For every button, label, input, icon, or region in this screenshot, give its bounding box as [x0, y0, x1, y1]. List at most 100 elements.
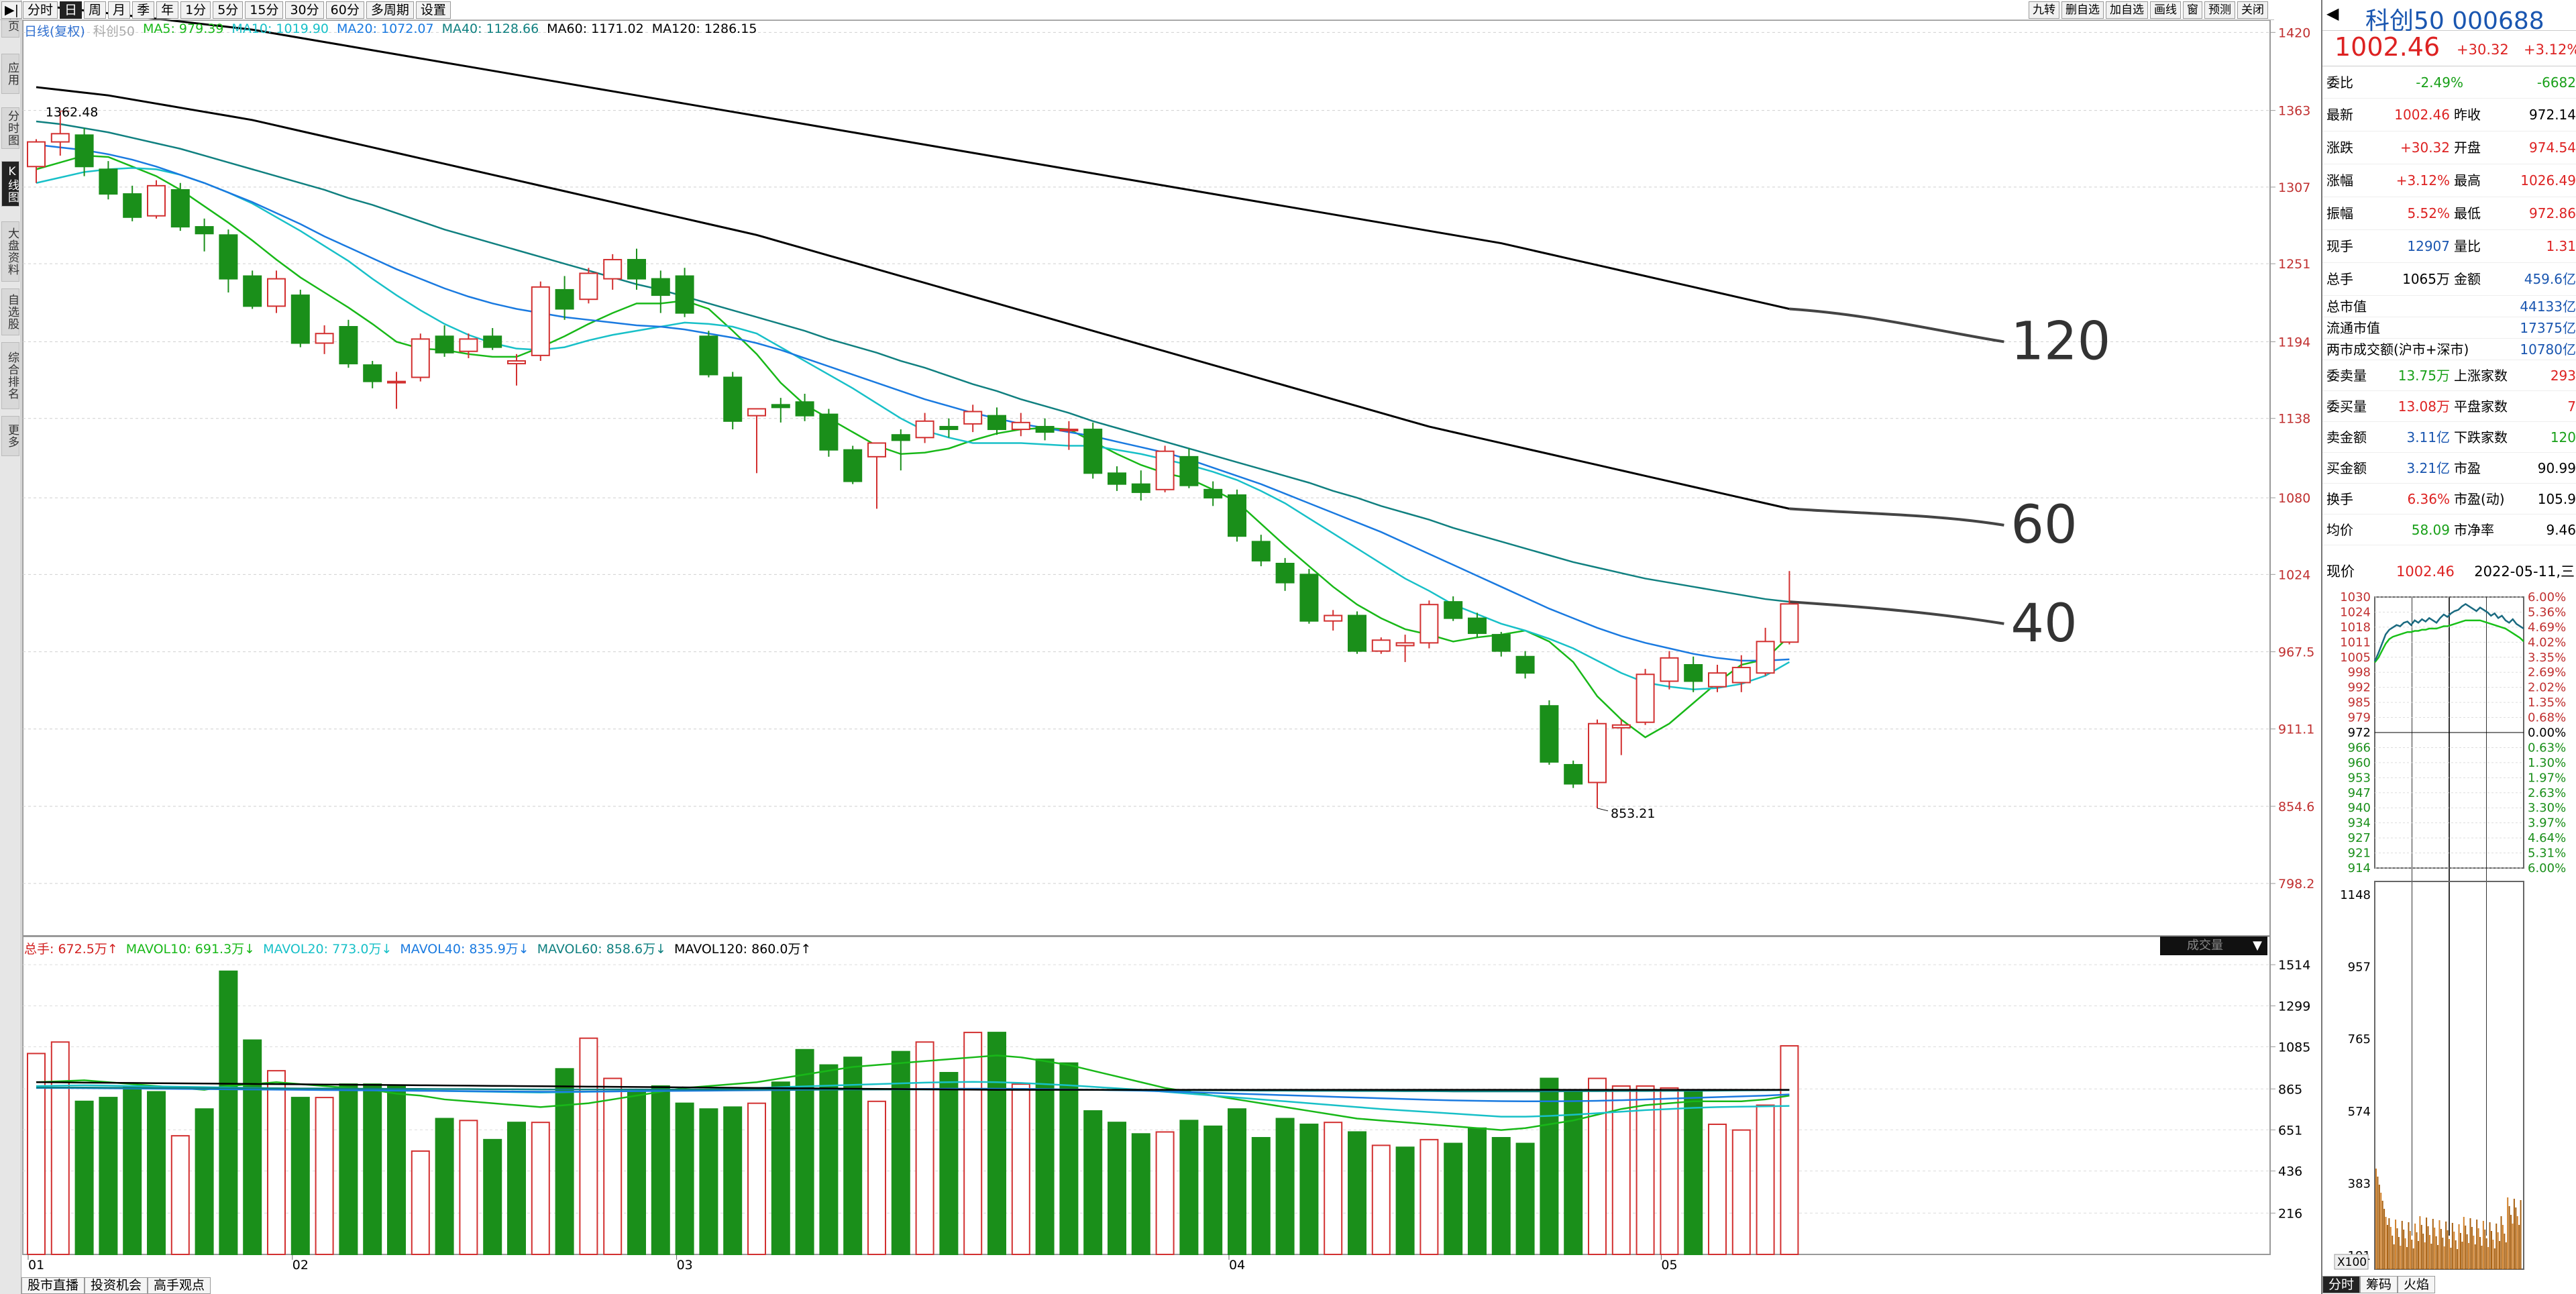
rail-item-5[interactable]: 自选股 — [1, 288, 19, 335]
period-tab-6[interactable]: 1分 — [180, 1, 211, 19]
candle[interactable] — [1515, 651, 1535, 679]
candle[interactable] — [74, 128, 94, 176]
candle[interactable] — [1444, 596, 1463, 621]
rail-item-6[interactable]: 综合排名 — [1, 342, 19, 409]
period-tab-8[interactable]: 15分 — [245, 1, 284, 19]
candle[interactable] — [507, 354, 526, 386]
candle[interactable] — [627, 248, 646, 290]
candle[interactable] — [339, 319, 358, 368]
candle[interactable] — [219, 229, 238, 293]
kline-chart-area[interactable]: 1420 1363 1307 1251 1194 1138 1080 1024 967.5 911… — [0, 0, 2321, 1294]
period-tab-11[interactable]: 多周期 — [366, 1, 414, 19]
candle[interactable] — [915, 413, 934, 443]
chart-tool-0[interactable]: 九转 — [2029, 1, 2059, 19]
candle[interactable] — [1203, 481, 1223, 506]
candle[interactable] — [939, 418, 959, 438]
candle[interactable] — [843, 445, 863, 484]
candle[interactable] — [867, 442, 886, 509]
candle[interactable] — [27, 139, 46, 183]
candle[interactable] — [170, 182, 190, 231]
candle[interactable] — [1731, 655, 1751, 692]
candle[interactable] — [1108, 466, 1126, 491]
candle[interactable] — [1756, 627, 1775, 676]
bottom-tab-1[interactable]: 投资机会 — [85, 1277, 148, 1294]
period-tab-9[interactable]: 30分 — [285, 1, 324, 19]
period-tab-2[interactable]: 周 — [84, 1, 107, 19]
chart-tool-5[interactable]: 预测 — [2204, 1, 2235, 19]
period-tab-0[interactable]: 分时 — [23, 1, 58, 19]
candle[interactable] — [290, 289, 310, 347]
candle[interactable] — [1540, 700, 1559, 765]
candle[interactable] — [723, 372, 743, 430]
candle[interactable] — [531, 281, 550, 362]
candle[interactable] — [1179, 448, 1199, 488]
candle[interactable] — [555, 276, 574, 320]
candle[interactable] — [1395, 635, 1415, 662]
candle[interactable] — [579, 268, 598, 304]
period-tab-10[interactable]: 60分 — [325, 1, 364, 19]
mini-chart-tab-2[interactable]: 火焰 — [2398, 1276, 2436, 1293]
candle[interactable] — [963, 405, 983, 433]
rail-item-2[interactable]: 分时图 — [1, 107, 19, 149]
toolbar-back-icon[interactable]: ▶| — [1, 1, 23, 19]
candle[interactable] — [1371, 637, 1391, 654]
candle[interactable] — [267, 270, 286, 313]
candle[interactable] — [1708, 664, 1727, 692]
mini-chart-tab-0[interactable]: 分时 — [2322, 1276, 2361, 1293]
intraday-chart[interactable]: 1030 6.00% 1024 5.36% 1018 4.69% 1011 4.02% 1005… — [2322, 585, 2576, 1276]
candle[interactable] — [459, 333, 478, 358]
rail-item-3[interactable]: K线图 — [1, 161, 19, 207]
chart-tool-3[interactable]: 画线 — [2150, 1, 2181, 19]
bottom-tab-0[interactable]: 股市直播 — [21, 1277, 85, 1294]
candle[interactable] — [1155, 445, 1175, 492]
period-tab-1[interactable]: 日 — [60, 1, 83, 19]
rail-item-4[interactable]: 大盘资料 — [1, 221, 19, 282]
candle[interactable] — [675, 268, 694, 317]
candle[interactable] — [1228, 489, 1246, 542]
candle[interactable] — [1564, 760, 1583, 788]
chart-tool-1[interactable]: 删自选 — [2061, 1, 2104, 19]
period-tab-3[interactable]: 月 — [108, 1, 131, 19]
candle[interactable] — [1035, 418, 1055, 441]
candle[interactable] — [987, 407, 1006, 435]
candle[interactable] — [1684, 656, 1703, 692]
candle[interactable] — [435, 325, 454, 357]
period-tab-4[interactable]: 季 — [132, 1, 155, 19]
candle[interactable] — [1011, 413, 1030, 437]
candle[interactable] — [243, 270, 262, 309]
candle[interactable] — [1059, 421, 1079, 450]
period-tab-12[interactable]: 设置 — [415, 1, 451, 19]
candle[interactable] — [1251, 535, 1271, 567]
rail-item-1[interactable]: 应用 — [1, 54, 19, 94]
bottom-tab-2[interactable]: 高手观点 — [148, 1277, 211, 1294]
candle[interactable] — [1324, 610, 1343, 631]
candle[interactable] — [411, 333, 430, 382]
candle[interactable] — [1491, 632, 1511, 657]
candle[interactable] — [819, 409, 839, 457]
period-tab-5[interactable]: 年 — [156, 1, 179, 19]
candle[interactable] — [123, 185, 142, 221]
candle[interactable] — [891, 429, 910, 471]
candle[interactable] — [603, 254, 623, 290]
candle[interactable] — [363, 361, 382, 388]
candle[interactable] — [1419, 600, 1439, 649]
zoom-badge[interactable] — [2334, 1254, 2369, 1270]
candle[interactable] — [1131, 470, 1150, 501]
mini-chart-tab-1[interactable]: 筹码 — [2360, 1276, 2398, 1293]
chart-tool-2[interactable]: 加自选 — [2106, 1, 2148, 19]
candle[interactable] — [1468, 612, 1487, 638]
rail-item-7[interactable]: 更多 — [1, 416, 19, 456]
candle[interactable] — [147, 180, 166, 219]
candle[interactable] — [315, 325, 334, 354]
candle[interactable] — [771, 398, 790, 423]
indicator-selector[interactable]: 成交量 ▼ — [2160, 936, 2267, 955]
candle[interactable] — [1635, 669, 1655, 725]
candle[interactable] — [1660, 651, 1679, 690]
chart-tool-4[interactable]: 窗 — [2183, 1, 2202, 19]
candle[interactable] — [1299, 569, 1319, 624]
candle[interactable] — [1083, 422, 1103, 479]
candle[interactable] — [1588, 719, 1607, 808]
candle[interactable] — [1611, 719, 1631, 755]
candle[interactable] — [1275, 557, 1295, 591]
candle[interactable] — [747, 408, 766, 474]
